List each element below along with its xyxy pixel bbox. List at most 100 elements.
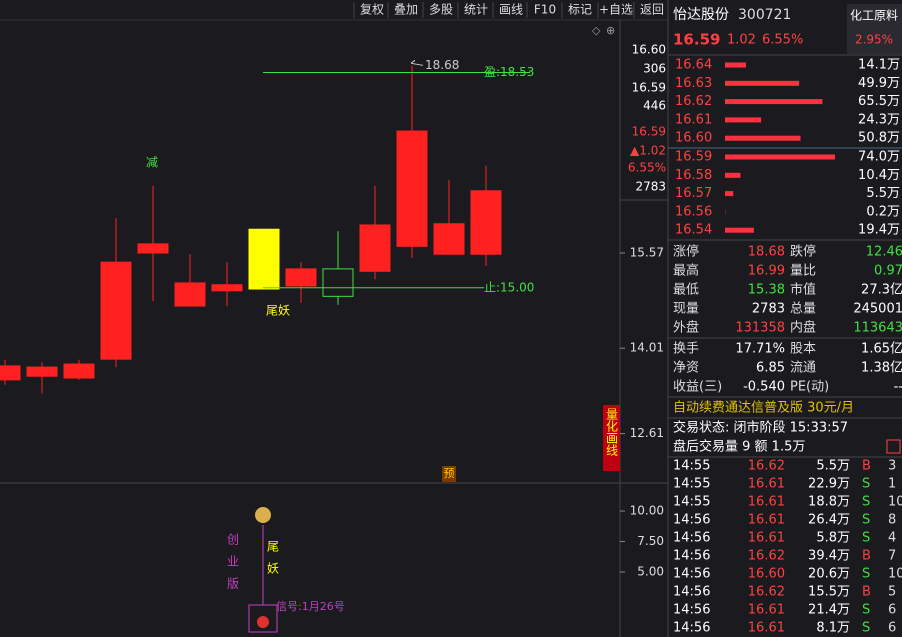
trade-count: 6 [888, 621, 896, 636]
toolbar-button[interactable]: 画线 [499, 3, 523, 17]
book-price: 16.59 [675, 150, 712, 165]
toolbar-button[interactable]: 多股 [429, 3, 453, 17]
toolbar-button[interactable]: 复权 [360, 3, 384, 17]
trade-time: 14:55 [673, 495, 710, 510]
toolbar-button[interactable]: +自选 [599, 3, 633, 17]
book-bar [725, 117, 762, 123]
candle-body [174, 282, 206, 307]
trade-volume: 15.5万 [808, 585, 850, 600]
trade-time: 14:55 [673, 459, 710, 474]
book-volume: 14.1万 [858, 58, 900, 73]
info-label: 2783 [635, 180, 666, 194]
trade-volume: 21.4万 [808, 603, 850, 618]
industry-bg [847, 4, 902, 54]
trade-side: S [862, 603, 870, 618]
promo[interactable]: 自动续费通达信普及版 30元/月 [673, 401, 854, 416]
stat-label: 换手 [673, 342, 699, 357]
trade-price: 16.61 [748, 477, 785, 492]
trade-side: B [862, 459, 871, 474]
list-icon[interactable] [886, 439, 901, 454]
trade-time: 14:56 [673, 567, 710, 582]
signal-tail: 尾妖 [266, 304, 290, 318]
stat-label: 总量 [790, 302, 816, 317]
candle-body [359, 224, 391, 272]
stat-value: 1.38亿 [861, 361, 902, 376]
trade-time: 14:56 [673, 549, 710, 564]
candle-body [0, 365, 21, 381]
toolbar-button[interactable]: 叠加 [394, 3, 418, 17]
candle-body [211, 284, 243, 292]
industry[interactable]: 化工原料 [850, 9, 898, 23]
trade-volume: 5.8万 [816, 531, 850, 546]
money-icon [255, 507, 271, 523]
trade-count: 4 [888, 531, 896, 546]
y-tick-label: 14.01 [630, 341, 664, 355]
info-label: 306 [643, 62, 666, 76]
book-bar [725, 227, 754, 233]
candle-body [433, 223, 465, 255]
trade-volume: 22.9万 [808, 477, 850, 492]
stop-loss-label: 止:15.00 [484, 280, 534, 294]
stat-value: 245001 [853, 302, 902, 317]
book-volume: 65.5万 [858, 94, 900, 109]
stat-label: 股本 [790, 342, 816, 357]
stat-label: 跌停 [790, 244, 816, 260]
toolbar-button[interactable]: 统计 [464, 3, 488, 17]
trade-count: 1 [888, 477, 896, 492]
stat-label: 最高 [673, 263, 699, 279]
stat-label: 净资 [673, 361, 699, 376]
toolbar-button[interactable]: 标记 [568, 3, 592, 17]
trade-side: B [862, 585, 871, 600]
pre-mark: 预 [444, 467, 455, 480]
trade-side: S [862, 531, 870, 546]
toolbar-button[interactable]: 返回 [640, 3, 664, 17]
stat-value: -- [894, 380, 902, 395]
book-price: 16.56 [675, 204, 712, 219]
trade-time: 14:56 [673, 531, 710, 546]
stat-label: 内盘 [790, 320, 816, 336]
trade-volume: 18.8万 [808, 495, 850, 510]
info-label: 6.55% [628, 161, 666, 175]
high-arrow [410, 59, 424, 66]
toolbar-button[interactable]: F10 [534, 3, 556, 17]
trade-volume: 20.6万 [808, 567, 850, 582]
trade-count: 8 [888, 513, 896, 528]
book-volume: 0.2万 [866, 204, 900, 219]
y-tick-label: 12.61 [630, 426, 664, 440]
candle-body [285, 268, 317, 287]
stat-label: 量比 [790, 264, 816, 279]
stat-value: 27.3亿 [861, 283, 902, 298]
book-volume: 5.5万 [866, 186, 900, 201]
y-tick-label: 15.57 [630, 246, 664, 260]
stat-value: 2783 [752, 302, 785, 317]
side-button-bg[interactable] [603, 405, 620, 471]
trade-count: 5 [888, 585, 896, 600]
signal-label: 信号:1月26号 [276, 600, 345, 613]
book-price: 16.64 [675, 58, 712, 73]
stock-code: 300721 [738, 7, 791, 23]
book-price: 16.63 [675, 76, 712, 91]
candle-body [137, 243, 169, 254]
book-bar [725, 154, 835, 160]
trade-price: 16.61 [748, 495, 785, 510]
book-bar [725, 191, 734, 197]
stat-value: 16.99 [748, 264, 785, 279]
candle-body [322, 268, 354, 297]
stat-value: 113643 [853, 321, 902, 336]
trade-time: 14:56 [673, 603, 710, 618]
stat-value: 12.46 [866, 245, 902, 260]
signal-box [248, 604, 278, 633]
trade-price: 16.62 [748, 585, 785, 600]
y-tick-label: 10.00 [630, 504, 664, 518]
pin-icon[interactable]: ⊕ [606, 24, 615, 37]
book-price: 16.54 [675, 223, 712, 238]
diamond-icon[interactable]: ◇ [592, 24, 601, 37]
side-button[interactable]: 量化画线 [605, 408, 619, 456]
industry-change: 2.95% [855, 33, 893, 47]
stat-value: 6.85 [756, 361, 785, 376]
book-price: 16.62 [675, 94, 712, 109]
candle-body [248, 228, 280, 290]
trade-time: 14:56 [673, 621, 710, 636]
